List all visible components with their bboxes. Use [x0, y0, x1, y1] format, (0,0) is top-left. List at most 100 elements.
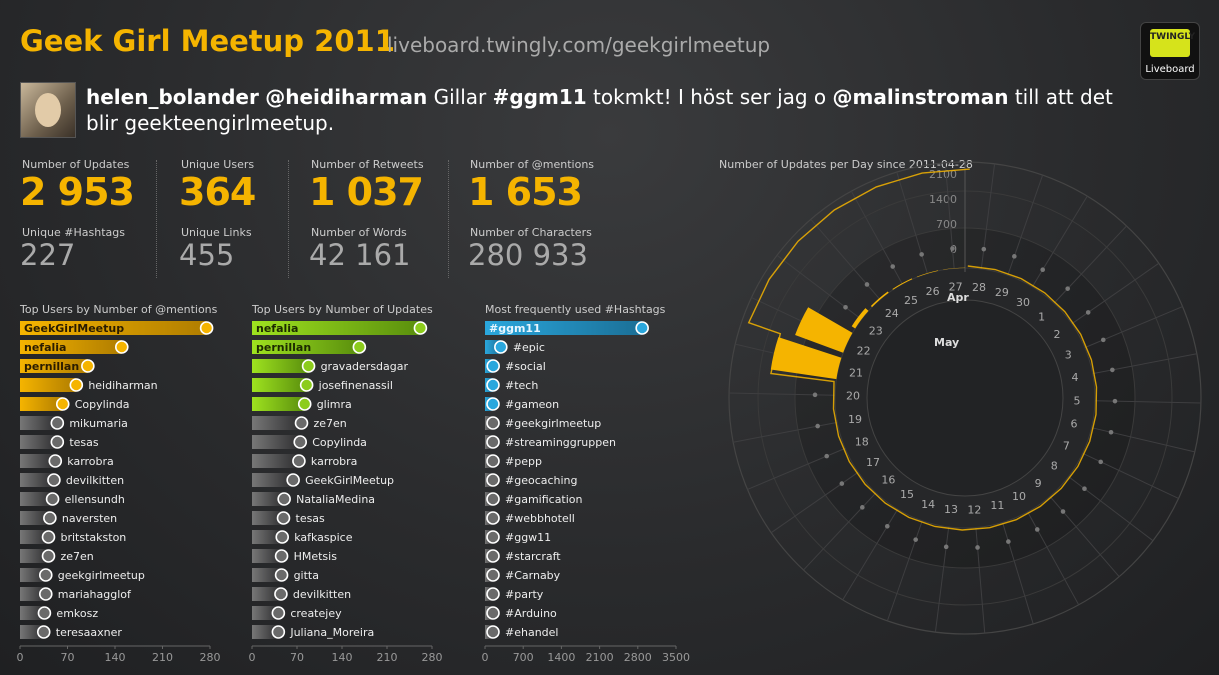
day-dot — [943, 544, 949, 550]
tweet-text: till att det blir geekteengirlmeetup. — [86, 85, 1113, 135]
x-tick-label: 140 — [332, 651, 353, 664]
day-label: 22 — [857, 344, 871, 357]
radial-chart: Number of Updates per Day since 2011-04-… — [719, 158, 1202, 635]
bar — [20, 492, 53, 506]
spoke — [729, 392, 836, 396]
bar-label: #party — [505, 588, 544, 601]
day-dot — [1098, 459, 1104, 465]
spoke — [770, 471, 859, 534]
bar-label: ze7en — [314, 417, 347, 430]
bar-label: #pepp — [505, 455, 542, 468]
bar-end-point — [274, 568, 289, 582]
bar-end-point — [45, 492, 60, 506]
x-tick-label: 0 — [482, 651, 489, 664]
tweet-mention[interactable]: @malinstroman — [832, 85, 1009, 109]
bar-end-point — [55, 397, 70, 411]
spoke — [896, 171, 928, 274]
day-dot — [1082, 486, 1087, 491]
stat-words-value: 42 161 — [309, 238, 411, 272]
bar-end-point — [43, 511, 57, 525]
bar-end-point — [486, 568, 500, 582]
stat-mentions-value: 1 653 — [468, 170, 583, 214]
bar-label: geekgirlmeetup — [58, 569, 145, 582]
mentions-chart-title: Top Users by Number of @mentions — [20, 303, 218, 316]
bar-end-point — [36, 625, 51, 639]
bar-label: karrobra — [311, 455, 358, 468]
tweet-hashtag[interactable]: #ggm11 — [492, 85, 587, 109]
stat-links-label: Unique Links — [181, 226, 252, 239]
bar-end-point — [275, 530, 290, 544]
day-label: 7 — [1063, 440, 1070, 453]
spoke — [1092, 353, 1197, 375]
day-dot — [860, 505, 865, 510]
tweet-text: tokmkt! I höst ser jag o — [586, 85, 833, 109]
bar — [252, 511, 284, 525]
bar-label: britstakston — [61, 531, 127, 544]
liveboard-logo[interactable]: TWINGLY Liveboard — [1140, 22, 1200, 80]
bar-label: pernillan — [24, 360, 79, 373]
day-label: 30 — [1016, 296, 1030, 309]
bar — [252, 625, 279, 639]
bar — [20, 359, 88, 373]
bar-end-point — [48, 454, 63, 468]
day-label: 27 — [949, 280, 963, 293]
day-dot — [812, 392, 818, 398]
bar-end-point — [274, 549, 289, 563]
bar — [252, 416, 302, 430]
avatar[interactable] — [20, 82, 76, 138]
bar — [20, 511, 50, 525]
day-label: 25 — [904, 294, 918, 307]
bar-label: #social — [505, 360, 546, 373]
page-url[interactable]: liveboard.twingly.com/geekgirlmeetup — [387, 33, 771, 57]
bar — [20, 606, 45, 620]
bar-label: #ehandel — [505, 626, 558, 639]
day-label: 21 — [849, 366, 863, 379]
stat-updates-value: 2 953 — [20, 170, 135, 214]
x-tick-label: 0 — [249, 651, 256, 664]
daily-bar — [892, 278, 913, 290]
x-tick-label: 1400 — [547, 651, 575, 664]
day-dot — [843, 305, 848, 310]
spoke — [1027, 511, 1080, 606]
x-tick-label: 2100 — [586, 651, 614, 664]
x-tick-label: 70 — [290, 651, 304, 664]
bar-label: #starcraft — [505, 550, 561, 563]
bar — [252, 435, 301, 449]
tweet-user[interactable]: helen_bolander — [86, 85, 259, 109]
stat-chars-value: 280 933 — [468, 238, 588, 272]
bar-end-point — [486, 530, 500, 544]
bar-label: josefinenassil — [318, 379, 393, 392]
bar — [252, 359, 309, 373]
bar-label: pernillan — [256, 341, 311, 354]
stat-links-value: 455 — [179, 238, 235, 272]
bar-end-point — [199, 321, 214, 335]
bar — [252, 397, 305, 411]
day-dot — [919, 252, 924, 257]
bar-label: tesas — [296, 512, 326, 525]
bar-end-point — [299, 378, 314, 392]
day-label: 10 — [1012, 490, 1026, 503]
day-dot — [1012, 254, 1017, 259]
updates-chart-title: Top Users by Number of Updates — [252, 303, 433, 316]
tweet-mention[interactable]: @heidiharman — [265, 85, 428, 109]
bar — [20, 378, 77, 392]
bar — [20, 568, 46, 582]
bar — [252, 587, 281, 601]
bar-end-point — [301, 359, 316, 373]
bar — [20, 321, 207, 335]
bar — [252, 340, 360, 354]
daily-bar — [916, 270, 939, 278]
day-dot — [815, 423, 820, 429]
day-label: 23 — [869, 324, 883, 337]
bar-label: karrobra — [67, 455, 114, 468]
stat-hashtags-value: 227 — [20, 238, 76, 272]
bar-label: #tech — [505, 379, 538, 392]
bar-label: GeekGirlMeetup — [305, 474, 394, 487]
bar-label: heidiharman — [88, 379, 157, 392]
bar-end-point — [271, 606, 286, 620]
bar-label: #ggw11 — [505, 531, 551, 544]
inner-ring — [866, 299, 1064, 497]
bar-label: devilkitten — [66, 474, 124, 487]
bar-label: nefalia — [256, 322, 298, 335]
spoke — [733, 421, 838, 443]
